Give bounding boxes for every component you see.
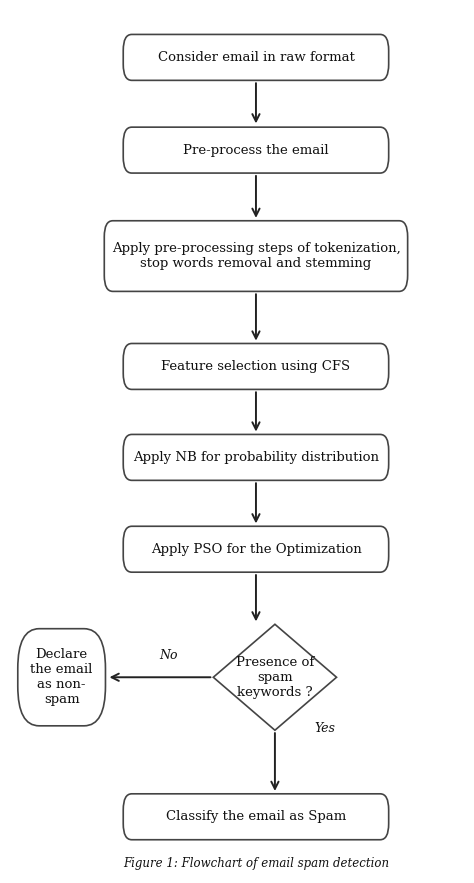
- FancyBboxPatch shape: [123, 127, 389, 173]
- FancyBboxPatch shape: [123, 794, 389, 840]
- Polygon shape: [213, 624, 337, 730]
- Text: Classify the email as Spam: Classify the email as Spam: [166, 811, 346, 823]
- FancyBboxPatch shape: [104, 221, 408, 291]
- Text: Figure 1: Flowchart of email spam detection: Figure 1: Flowchart of email spam detect…: [123, 857, 389, 870]
- Text: Declare
the email
as non-
spam: Declare the email as non- spam: [30, 648, 93, 706]
- Text: Apply NB for probability distribution: Apply NB for probability distribution: [133, 451, 379, 464]
- FancyBboxPatch shape: [123, 526, 389, 572]
- Text: Feature selection using CFS: Feature selection using CFS: [162, 360, 350, 373]
- FancyBboxPatch shape: [123, 343, 389, 389]
- Text: Apply pre-processing steps of tokenization,
stop words removal and stemming: Apply pre-processing steps of tokenizati…: [111, 242, 401, 270]
- FancyBboxPatch shape: [123, 434, 389, 480]
- Text: Consider email in raw format: Consider email in raw format: [157, 51, 355, 64]
- Text: Apply PSO for the Optimization: Apply PSO for the Optimization: [151, 543, 361, 555]
- Text: Presence of
spam
keywords ?: Presence of spam keywords ?: [236, 656, 314, 698]
- Text: No: No: [159, 649, 178, 661]
- Text: Pre-process the email: Pre-process the email: [183, 144, 329, 156]
- FancyBboxPatch shape: [18, 629, 105, 726]
- Text: Yes: Yes: [314, 722, 335, 735]
- FancyBboxPatch shape: [123, 34, 389, 80]
